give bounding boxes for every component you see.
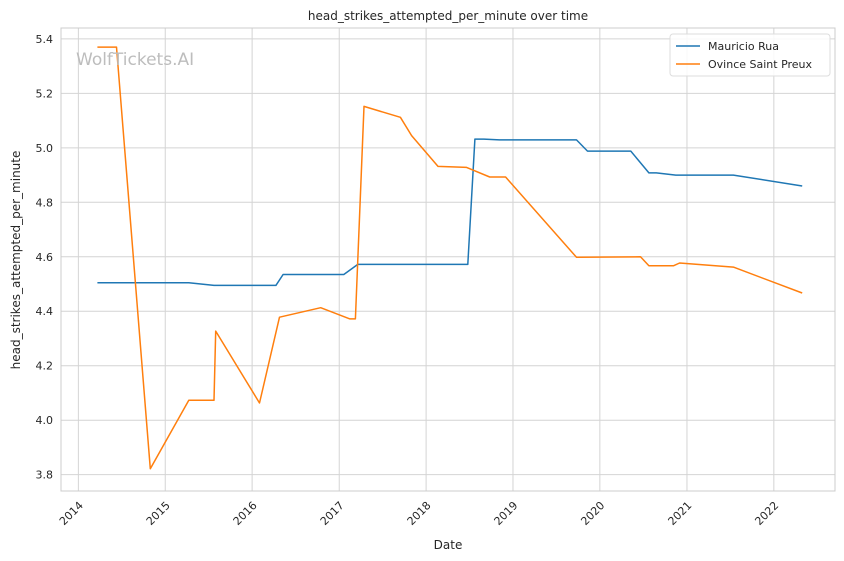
chart-title: head_strikes_attempted_per_minute over t… [308, 9, 588, 23]
y-tick-label: 5.2 [36, 87, 54, 100]
plot-area-frame [60, 27, 836, 492]
y-gridlines [61, 38, 835, 476]
series-line-mauricio-rua [97, 138, 803, 287]
y-tick-label: 5.4 [36, 33, 54, 46]
y-axis-label: head_strikes_attempted_per_minute [9, 151, 23, 370]
series-lines [97, 46, 803, 470]
x-gridlines [77, 28, 775, 491]
x-axis-label: Date [434, 538, 463, 552]
watermark-text: WolfTickets.AI [76, 50, 194, 70]
y-tick-label: 4.2 [36, 360, 54, 373]
series-line-ovince-saint-preux [97, 46, 803, 470]
y-tick-label: 4.6 [36, 251, 54, 264]
legend-label-ovince-saint-preux: Ovince Saint Preux [708, 58, 813, 71]
legend-label-mauricio-rua: Mauricio Rua [708, 40, 779, 53]
y-tick-label: 3.8 [36, 469, 54, 482]
legend-box [669, 33, 831, 77]
y-tick-label: 5.0 [36, 142, 54, 155]
legend: Mauricio Rua Ovince Saint Preux [669, 33, 831, 77]
y-tick-label: 4.8 [36, 196, 54, 209]
y-tick-labels: 3.8 4.0 4.2 4.4 4.6 4.8 5.0 5.2 5.4 [36, 33, 54, 482]
y-tick-label: 4.4 [36, 305, 54, 318]
y-tick-label: 4.0 [36, 414, 54, 427]
